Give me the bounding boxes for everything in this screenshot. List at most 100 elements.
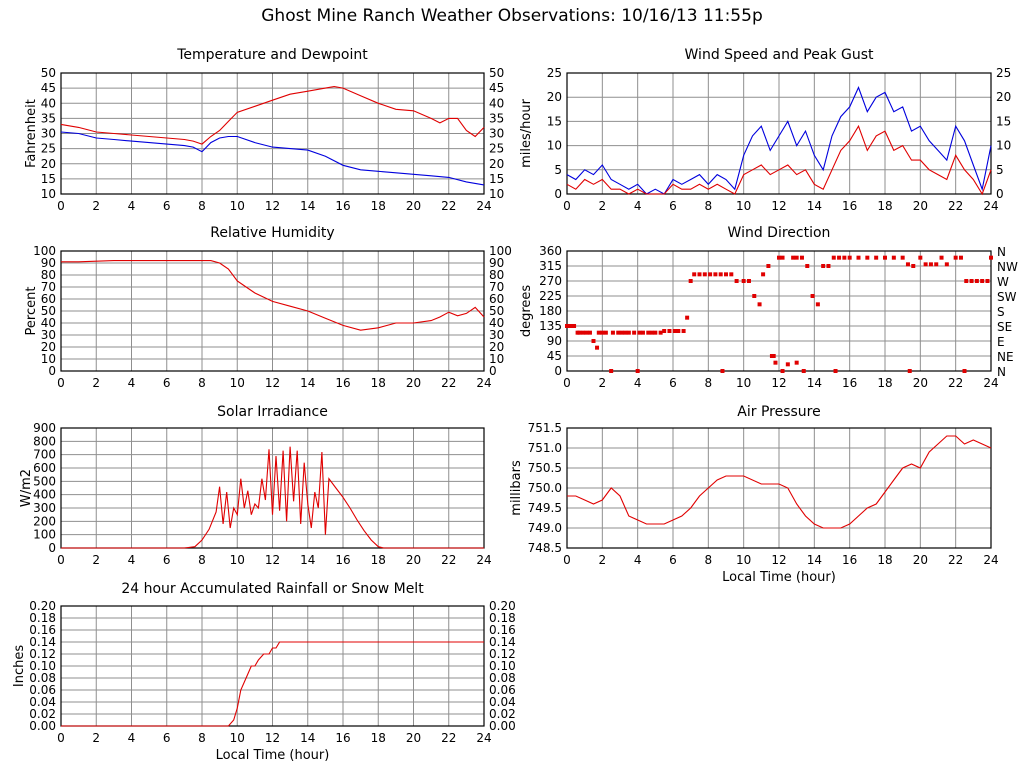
x-tick-label: 18 [877,199,892,213]
series-line-solar-irradiance [61,446,484,549]
y-tick-label: 5 [554,163,562,177]
y-tick-label: 50 [41,66,56,80]
wind-direction-point [958,255,963,260]
x-tick-label: 0 [563,199,571,213]
plot-frame [566,72,992,195]
y-tick-label: 40 [41,316,56,330]
x-tick-label: 24 [476,731,491,745]
y-tick-label-right: 10 [489,352,504,366]
compass-label: S [997,305,1005,319]
x-tick-label: 8 [198,376,206,390]
x-tick-label: 4 [634,199,642,213]
wind-direction-point [752,294,757,298]
plot-frame [60,427,485,549]
series-line-air-pressure [567,435,992,529]
x-tick-label: 12 [265,376,280,390]
y-tick-label: 0.02 [29,707,56,721]
wind-direction-point [969,279,974,283]
y-tick-label: 50 [41,304,56,318]
x-tick-label: 2 [92,199,100,213]
x-tick-label: 20 [913,199,928,213]
wind-direction-point [766,264,771,268]
x-tick-label: 24 [476,376,491,390]
y-tick-label: 748.5 [528,541,562,555]
x-tick-label: 4 [128,376,136,390]
x-tick-label: 10 [230,199,245,213]
wind-direction-point [619,330,624,335]
x-tick-label: 16 [842,553,857,567]
wind-direction-point [584,330,589,335]
compass-label: NE [997,350,1014,364]
x-tick-label: 2 [92,376,100,390]
y-tick-label-right: 25 [996,66,1011,80]
wind-direction-point [572,324,577,328]
x-tick-label: 22 [948,553,963,567]
y-tick-label: 30 [41,127,56,141]
chart-title: Solar Irradiance [217,404,328,420]
y-axis-label: degrees [519,285,534,338]
x-tick-label: 14 [300,553,315,567]
wind-direction-point [810,294,815,298]
y-tick-label-right: 30 [489,127,504,141]
wind-direction-point [718,272,723,277]
y-axis-label: Fahrenheit [24,99,39,168]
y-tick-label: 100 [33,244,56,258]
y-tick-label: 20 [41,157,56,171]
wind-direction-point [771,354,776,358]
wind-direction-point [609,369,614,373]
y-tick-label-right: 100 [489,244,512,258]
y-tick-label: 0.16 [29,623,56,637]
compass-label: W [997,275,1009,289]
y-tick-label-right: 20 [489,157,504,171]
wind-direction-point [603,330,608,335]
y-tick-label: 35 [41,111,56,125]
x-tick-label: 12 [771,553,786,567]
y-tick-label: 600 [33,461,56,475]
wind-direction-point [891,255,896,260]
x-tick-label: 0 [563,553,571,567]
compass-label: NW [997,260,1018,274]
x-tick-label: 10 [736,553,751,567]
x-tick-label: 6 [669,376,677,390]
y-tick-label: 10 [547,139,562,153]
x-tick-label: 16 [335,376,350,390]
x-tick-label: 14 [300,199,315,213]
x-tick-label: 8 [705,376,713,390]
wind-direction-point [831,255,836,260]
wind-direction-point [662,329,667,333]
wind-direction-point [837,255,842,260]
wind-direction-point [847,255,852,260]
series-line-accumulated-rainfall [61,641,484,727]
x-tick-label: 22 [441,199,456,213]
wind-direction-point [635,369,640,373]
y-tick-label: 80 [41,268,56,282]
y-tick-label-right: 0.04 [489,695,516,709]
series-line-relative-humidity [61,260,485,331]
x-tick-label: 18 [371,376,386,390]
compass-label: E [997,335,1005,349]
x-tick-label: 18 [371,731,386,745]
plot-frame [566,427,992,549]
y-axis-label: Percent [24,287,39,336]
wind-direction-point [799,255,804,260]
y-tick-label-right: 35 [489,111,504,125]
y-tick-label: 25 [547,66,562,80]
wind-direction-point [953,255,958,260]
wind-direction-point [780,369,785,373]
x-tick-label: 10 [736,376,751,390]
y-tick-label: 10 [41,187,56,201]
wind-direction-point [637,330,642,335]
wind-direction-point [989,255,993,260]
x-tick-label: 4 [634,376,642,390]
wind-direction-point [791,255,796,260]
x-tick-label: 12 [771,376,786,390]
x-tick-label: 0 [563,376,571,390]
rainfall-chart: 24 hour Accumulated Rainfall or Snow Mel… [12,581,516,763]
x-tick-label: 4 [128,553,136,567]
wind-direction-point [856,255,861,260]
y-tick-label: 750.0 [528,481,562,495]
wind-direction-point [708,272,713,277]
wind-direction-point [724,272,728,277]
y-tick-label-right: 10 [996,139,1011,153]
